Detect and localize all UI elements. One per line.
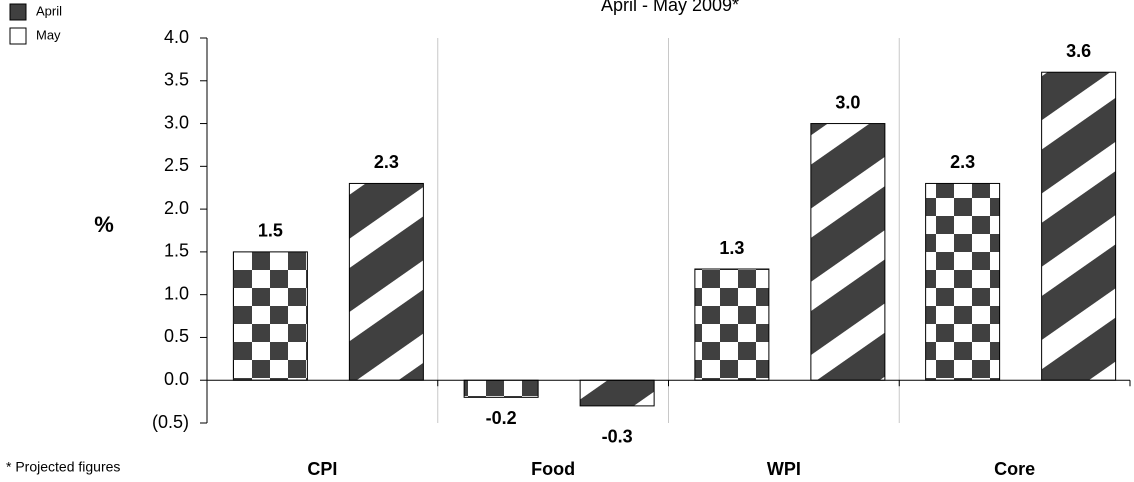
x-tick-label: CPI bbox=[307, 459, 337, 479]
y-tick-label: 3.5 bbox=[164, 70, 189, 90]
bar bbox=[463, 379, 539, 398]
bar bbox=[810, 123, 886, 381]
value-label: -0.3 bbox=[602, 427, 633, 447]
value-label: 3.6 bbox=[1066, 41, 1091, 61]
value-label: -0.2 bbox=[486, 408, 517, 428]
y-tick-label: 0.0 bbox=[164, 369, 189, 389]
legend-swatch bbox=[9, 27, 27, 45]
chart-title: April - May 2009* bbox=[601, 0, 739, 15]
legend-label: May bbox=[36, 27, 61, 42]
y-axis-label: % bbox=[94, 212, 114, 237]
value-label: 1.3 bbox=[719, 238, 744, 258]
bar bbox=[694, 268, 770, 381]
footnote: * Projected figures bbox=[6, 459, 120, 475]
y-tick-label: 1.5 bbox=[164, 241, 189, 261]
value-label: 1.5 bbox=[258, 221, 283, 241]
value-label: 2.3 bbox=[374, 152, 399, 172]
y-tick-label: (0.5) bbox=[152, 412, 189, 432]
y-tick-label: 2.5 bbox=[164, 155, 189, 175]
x-tick-label: Food bbox=[531, 459, 575, 479]
x-tick-label: WPI bbox=[767, 459, 801, 479]
y-tick-label: 2.0 bbox=[164, 198, 189, 218]
y-tick-label: 0.5 bbox=[164, 326, 189, 346]
y-tick-label: 1.0 bbox=[164, 283, 189, 303]
x-tick-label: Core bbox=[994, 459, 1035, 479]
bar bbox=[925, 182, 1001, 381]
legend-label: April bbox=[36, 3, 62, 18]
legend-swatch bbox=[9, 3, 27, 21]
y-tick-label: 3.0 bbox=[164, 112, 189, 132]
bar bbox=[1041, 71, 1117, 381]
bar bbox=[579, 379, 655, 407]
y-tick-label: 4.0 bbox=[164, 27, 189, 47]
bar bbox=[348, 182, 424, 381]
value-label: 3.0 bbox=[835, 92, 860, 112]
bar bbox=[232, 251, 308, 381]
value-label: 2.3 bbox=[950, 152, 975, 172]
